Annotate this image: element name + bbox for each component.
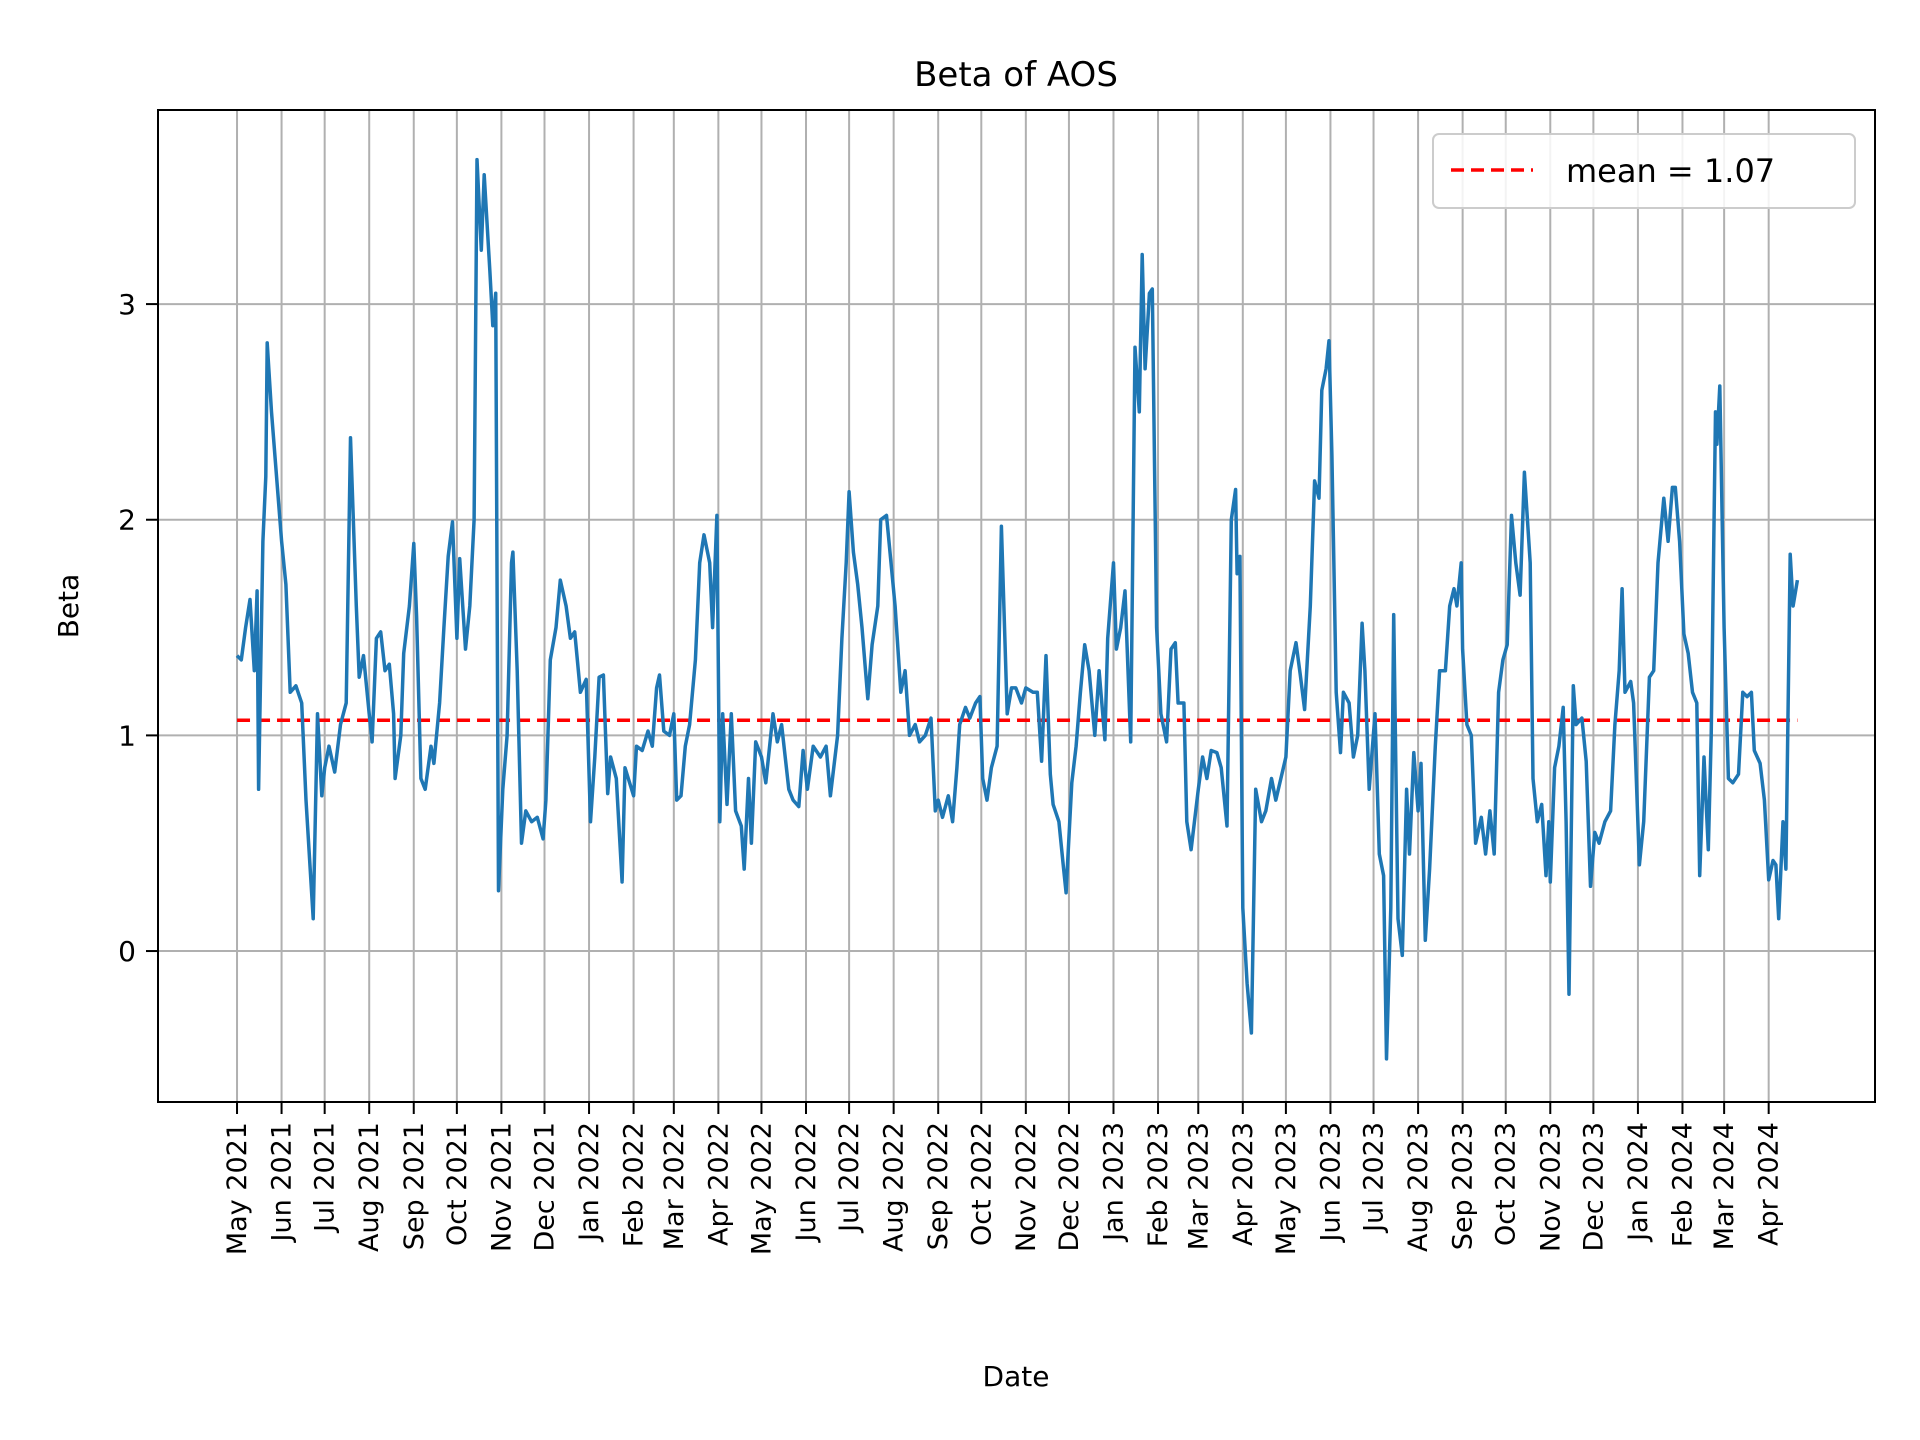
- x-tick-label: Nov 2021: [486, 1122, 517, 1252]
- legend-mean-label: mean = 1.07: [1566, 152, 1775, 190]
- y-tick-label: 0: [118, 935, 136, 968]
- x-tick-label: Jun 2023: [1315, 1122, 1346, 1243]
- x-tick-label: Feb 2023: [1143, 1122, 1174, 1247]
- legend: mean = 1.07: [1432, 133, 1856, 209]
- x-tick-label: Dec 2023: [1578, 1122, 1609, 1252]
- y-axis-label: Beta: [52, 574, 85, 639]
- x-tick-label: Nov 2022: [1011, 1122, 1042, 1252]
- x-tick-label: Mar 2022: [659, 1122, 690, 1250]
- x-tick-label: Aug 2023: [1403, 1122, 1434, 1252]
- x-tick-label: Apr 2022: [703, 1122, 734, 1246]
- x-tick-label: Feb 2022: [619, 1122, 650, 1247]
- x-tick-label: Oct 2021: [442, 1122, 473, 1246]
- x-tick-label: Oct 2023: [1491, 1122, 1522, 1246]
- x-tick-label: Jun 2021: [267, 1122, 298, 1243]
- x-tick-label: May 2021: [222, 1122, 253, 1255]
- x-tick-label: Feb 2024: [1667, 1122, 1698, 1247]
- x-tick-label: Nov 2023: [1535, 1122, 1566, 1252]
- legend-box: [1432, 133, 1856, 209]
- x-tick-label: Aug 2022: [879, 1122, 910, 1252]
- x-tick-label: May 2022: [746, 1122, 777, 1255]
- y-tick-label: 3: [118, 288, 136, 321]
- x-tick-label: Sep 2023: [1448, 1122, 1479, 1250]
- y-axis-ticks: 0 1 2 3: [118, 288, 158, 968]
- x-tick-label: Jul 2022: [834, 1122, 865, 1234]
- axes-frame: [157, 109, 1876, 1103]
- x-tick-label: Sep 2021: [399, 1122, 430, 1250]
- x-tick-label: Mar 2023: [1183, 1122, 1214, 1250]
- x-tick-label: Apr 2024: [1754, 1122, 1785, 1246]
- x-tick-label: Sep 2022: [923, 1122, 954, 1250]
- x-tick-label: Aug 2021: [354, 1122, 385, 1252]
- x-tick-label: Jul 2023: [1359, 1122, 1390, 1234]
- x-tick-label: May 2023: [1271, 1122, 1302, 1255]
- x-tick-label: Jun 2022: [791, 1122, 822, 1243]
- x-tick-label: Dec 2021: [530, 1122, 561, 1252]
- chart-title: Beta of AOS: [914, 55, 1118, 95]
- x-tick-label: Mar 2024: [1709, 1122, 1740, 1250]
- x-tick-label: Jan 2023: [1098, 1122, 1129, 1243]
- y-tick-label: 2: [118, 504, 136, 537]
- x-tick-label: Jan 2024: [1623, 1122, 1654, 1243]
- x-axis-label: Date: [983, 1360, 1050, 1393]
- y-tick-label: 1: [118, 719, 136, 752]
- x-axis-ticks: May 2021 Jun 2021 Jul 2021 Aug 2021 Sep 2021…: [222, 1102, 1785, 1255]
- x-tick-label: Apr 2023: [1228, 1122, 1259, 1246]
- x-tick-label: Jul 2021: [310, 1122, 341, 1234]
- x-tick-label: Oct 2022: [966, 1122, 997, 1246]
- x-tick-label: Jan 2022: [574, 1122, 605, 1243]
- x-tick-label: Dec 2022: [1054, 1122, 1085, 1252]
- series-line-beta: [235, 157, 1800, 1061]
